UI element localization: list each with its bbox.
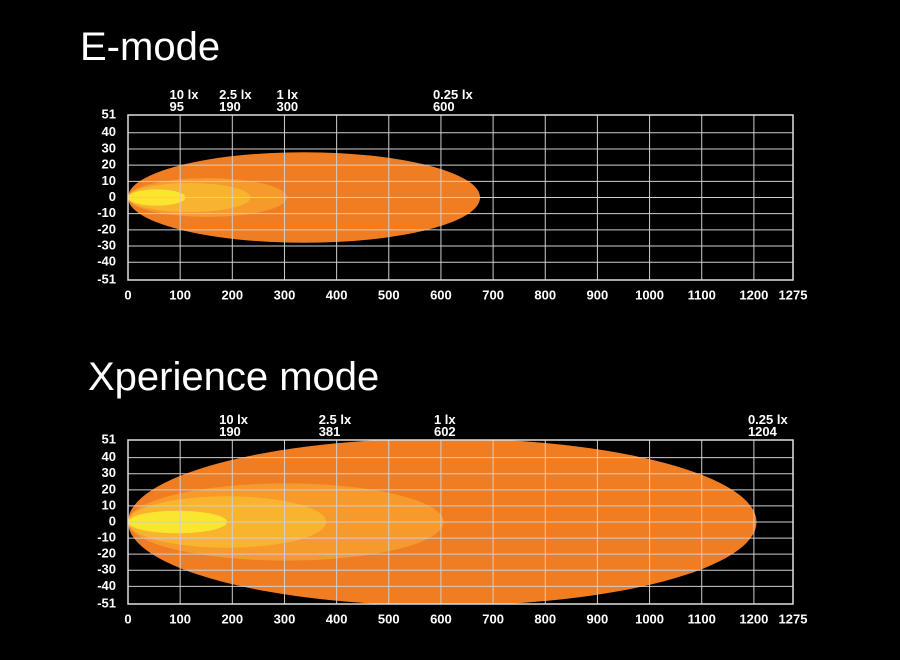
chart-title: Xperience mode [88, 355, 379, 399]
plot-border [127, 114, 794, 281]
lux-label: 0.25 lx [433, 87, 474, 102]
x-tick-label: 800 [534, 611, 556, 626]
lux-label: 10 lx [219, 412, 249, 427]
y-tick-label: 30 [102, 465, 116, 480]
y-tick-label: 20 [102, 157, 116, 172]
y-tick-label: 30 [102, 140, 116, 155]
x-tick-label: 100 [169, 287, 191, 302]
x-tick-label: 600 [430, 287, 452, 302]
distance-label: 381 [319, 424, 341, 439]
y-tick-label: -51 [97, 595, 116, 610]
y-tick-label: -10 [97, 205, 116, 220]
x-tick-label: 1100 [688, 287, 716, 302]
x-tick-label: 500 [378, 287, 400, 302]
x-tick-label: 200 [221, 287, 243, 302]
x-tick-label: 0 [124, 611, 131, 626]
y-tick-label: -20 [97, 221, 116, 236]
y-tick-label: -10 [97, 530, 116, 545]
x-tick-label: 700 [482, 287, 504, 302]
x-tick-label: 1000 [635, 611, 664, 626]
lux-label: 1 lx [276, 87, 298, 102]
y-tick-label: 10 [102, 173, 116, 188]
y-tick-label: -40 [97, 578, 116, 593]
y-tick-label: 51 [102, 106, 116, 121]
x-tick-label: 600 [430, 611, 452, 626]
y-tick-label: 20 [102, 481, 116, 496]
distance-label: 95 [170, 99, 184, 114]
lux-label: 2.5 lx [319, 412, 352, 427]
y-tick-label: 0 [109, 189, 116, 204]
plot-border [127, 439, 794, 605]
y-tick-label: -40 [97, 254, 116, 269]
x-tick-label: 400 [326, 611, 348, 626]
x-tick-label: 300 [274, 611, 296, 626]
y-tick-label: -20 [97, 546, 116, 561]
x-tick-label: 900 [587, 287, 609, 302]
y-tick-label: 0 [109, 513, 116, 528]
y-tick-label: 40 [102, 449, 116, 464]
lux-label: 0.25 lx [748, 412, 789, 427]
x-tick-label: 300 [274, 287, 296, 302]
y-tick-label: -30 [97, 562, 116, 577]
y-tick-label: -30 [97, 237, 116, 252]
x-tick-label: 1275 [779, 611, 808, 626]
lux-label: 10 lx [170, 87, 200, 102]
y-tick-label: 51 [102, 431, 116, 446]
distance-label: 190 [219, 99, 241, 114]
x-tick-label: 1275 [779, 287, 808, 302]
distance-label: 600 [433, 99, 455, 114]
x-tick-label: 1000 [635, 287, 664, 302]
y-tick-label: 10 [102, 497, 116, 512]
x-tick-label: 1200 [739, 287, 768, 302]
x-tick-label: 200 [221, 611, 243, 626]
x-tick-label: 1100 [688, 611, 716, 626]
x-tick-label: 700 [482, 611, 504, 626]
distance-label: 190 [219, 424, 241, 439]
lux-label: 1 lx [434, 412, 456, 427]
y-tick-label: 40 [102, 124, 116, 139]
lux-label: 2.5 lx [219, 87, 252, 102]
distance-label: 300 [276, 99, 298, 114]
x-tick-label: 800 [534, 287, 556, 302]
x-tick-label: 400 [326, 287, 348, 302]
x-tick-label: 500 [378, 611, 400, 626]
distance-label: 1204 [748, 424, 778, 439]
x-tick-label: 900 [587, 611, 609, 626]
chart-title: E-mode [80, 25, 220, 69]
y-tick-label: -51 [97, 271, 116, 286]
x-tick-label: 0 [124, 287, 131, 302]
x-tick-label: 100 [169, 611, 191, 626]
distance-label: 602 [434, 424, 456, 439]
x-tick-label: 1200 [739, 611, 768, 626]
